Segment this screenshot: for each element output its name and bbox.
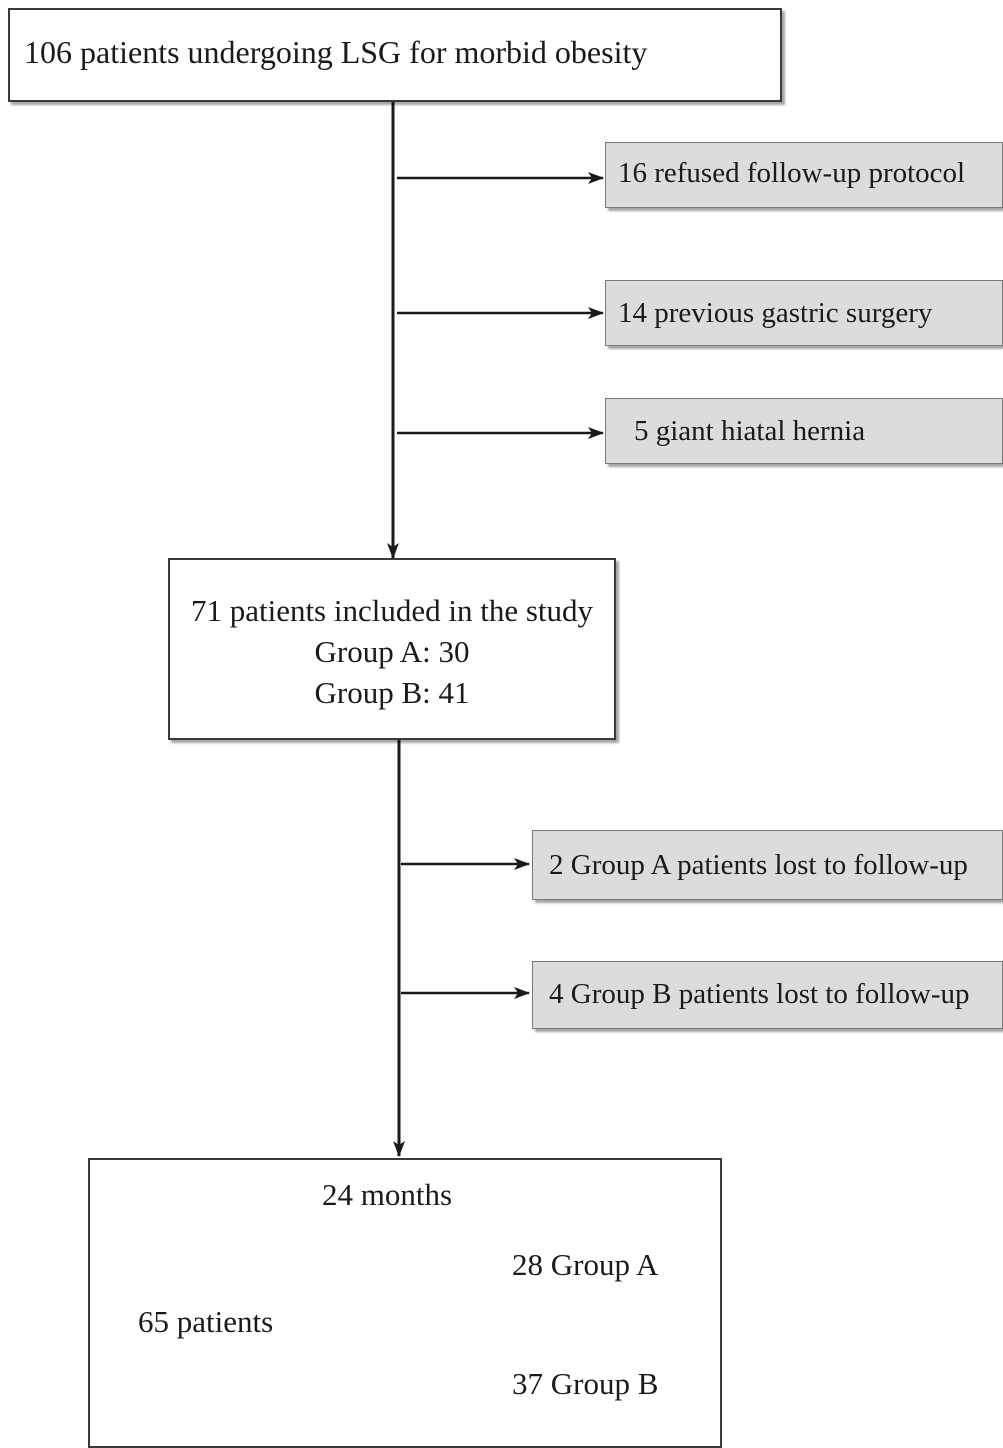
exclusion-box-refused: 16 refused follow-up protocol <box>605 142 1003 208</box>
lost-text-group-a: 2 Group A patients lost to follow-up <box>549 849 968 881</box>
final-group-a-text: 28 Group A <box>512 1247 659 1282</box>
included-count-text: 71 patients included in the study <box>190 593 594 628</box>
exclusion-text-refused: 16 refused follow-up protocol <box>618 157 966 189</box>
exclusion-text-gastric-surgery: 14 previous gastric surgery <box>618 297 933 329</box>
included-box: 71 patients included in the study Group … <box>168 558 616 740</box>
lost-text-group-b: 4 Group B patients lost to follow-up <box>549 978 970 1010</box>
exclusion-box-hiatal-hernia: 5 giant hiatal hernia <box>605 398 1003 464</box>
final-total-text: 65 patients <box>138 1304 274 1339</box>
top-box-text: 106 patients undergoing LSG for morbid o… <box>24 34 648 70</box>
group-a-count-text: Group A: 30 <box>314 634 470 669</box>
exclusion-box-gastric-surgery: 14 previous gastric surgery <box>605 280 1003 346</box>
top-box: 106 patients undergoing LSG for morbid o… <box>8 8 782 102</box>
lost-box-group-b: 4 Group B patients lost to follow-up <box>532 961 1003 1029</box>
group-b-count-text: Group B: 41 <box>314 675 470 710</box>
final-period-text: 24 months <box>322 1177 453 1212</box>
final-box <box>88 1158 722 1448</box>
exclusion-text-hiatal-hernia: 5 giant hiatal hernia <box>634 415 866 447</box>
lost-box-group-a: 2 Group A patients lost to follow-up <box>532 830 1003 900</box>
final-group-b-text: 37 Group B <box>512 1366 659 1401</box>
